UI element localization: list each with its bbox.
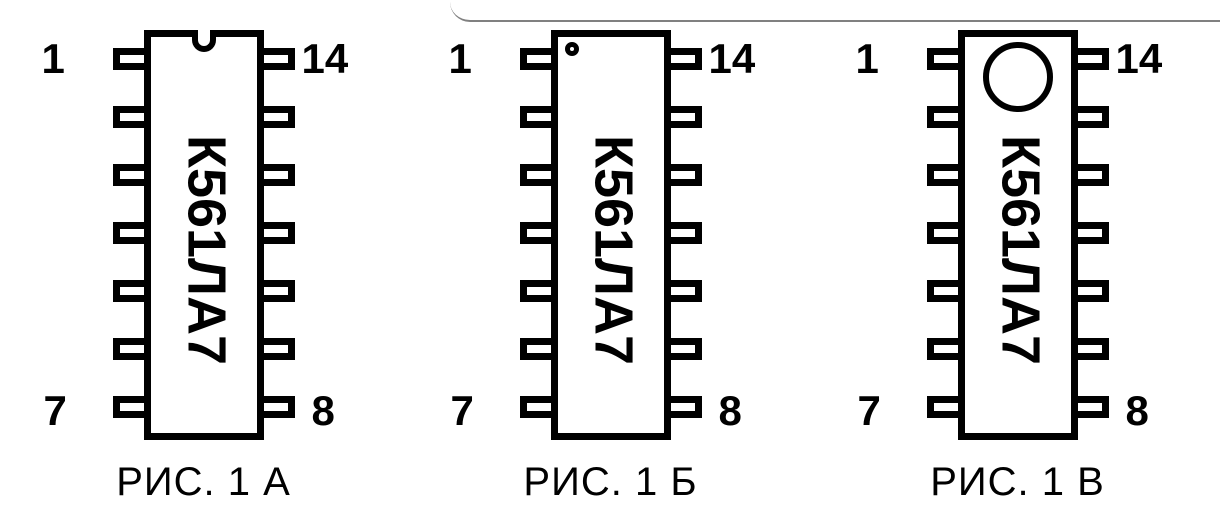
pin-number-14: 14	[302, 38, 349, 80]
figure-caption: РИС. 1 А	[116, 460, 291, 505]
chip-label: К561ЛА7	[581, 90, 641, 410]
pin-number-8: 8	[719, 390, 742, 432]
chip-label: К561ЛА7	[174, 90, 234, 410]
pin-number-14: 14	[709, 38, 756, 80]
chip-label: К561ЛА7	[988, 90, 1048, 410]
notch-marker-icon	[192, 30, 216, 52]
dot-marker-icon	[565, 42, 579, 56]
chip-stage: К561ЛА7 1 14 7 8	[24, 20, 384, 450]
figure-3: К561ЛА7 1 14 7 8 РИС. 1 В	[828, 20, 1208, 505]
pin-number-1: 1	[449, 38, 472, 80]
pin-number-1: 1	[856, 38, 879, 80]
figure-2: К561ЛА7 1 14 7 8 РИС. 1 Б	[421, 20, 801, 505]
figure-1: К561ЛА7 1 14 7 8 РИС. 1 А	[14, 20, 394, 505]
pin-number-7: 7	[44, 390, 67, 432]
figure-row: К561ЛА7 1 14 7 8 РИС. 1 А К561ЛА7 1 14 7 8 РИС. 1 Б…	[0, 0, 1221, 505]
chip-stage: К561ЛА7 1 14 7 8	[838, 20, 1198, 450]
pin-number-7: 7	[451, 390, 474, 432]
pin-number-8: 8	[1126, 390, 1149, 432]
pin-number-8: 8	[312, 390, 335, 432]
chip-stage: К561ЛА7 1 14 7 8	[431, 20, 791, 450]
figure-caption: РИС. 1 В	[930, 460, 1105, 505]
pin-number-1: 1	[42, 38, 65, 80]
pin-number-7: 7	[858, 390, 881, 432]
pin-number-14: 14	[1116, 38, 1163, 80]
figure-caption: РИС. 1 Б	[523, 460, 697, 505]
